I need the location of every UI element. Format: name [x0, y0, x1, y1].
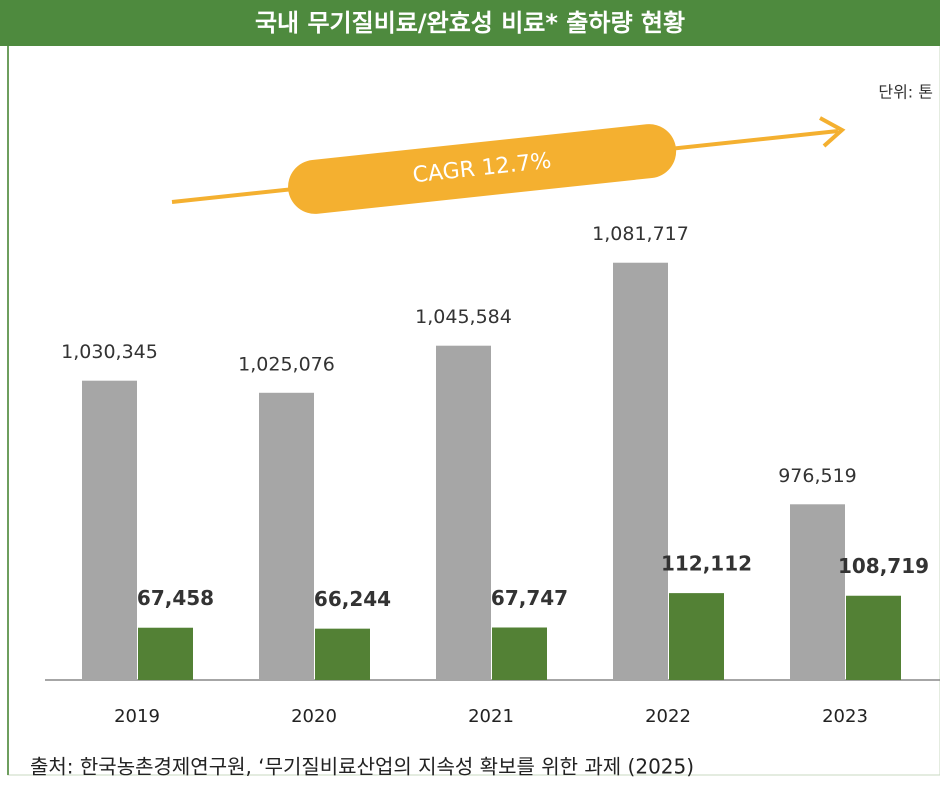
header-bar [0, 0, 940, 46]
value-label: 67,458 [137, 586, 214, 610]
value-label: 1,030,345 [61, 341, 158, 363]
value-label: 66,244 [314, 587, 391, 611]
bar [846, 595, 901, 680]
value-label: 108,719 [838, 554, 929, 578]
source: 출처: 한국농촌경제연구원, ‘무기질비료산업의 지속성 확보를 위한 과제 (… [30, 755, 694, 779]
x-tick-label: 2023 [822, 706, 868, 727]
cagr-pill: CAGR 12.7% [288, 124, 677, 214]
bar [82, 380, 137, 680]
x-tick-label: 2019 [114, 706, 160, 727]
value-label: 1,025,076 [238, 353, 335, 375]
bar [315, 628, 370, 680]
value-label: 67,747 [491, 586, 568, 610]
x-tick-label: 2022 [645, 706, 691, 727]
arrow-head [819, 116, 846, 148]
pill [288, 124, 677, 214]
value-label: 1,081,717 [592, 223, 689, 245]
unit-note: 단위: 톤 [878, 83, 933, 102]
bar [259, 392, 314, 680]
bar [436, 345, 491, 680]
value-label: 112,112 [661, 552, 752, 576]
bar [613, 262, 668, 680]
x-tick-label: 2020 [291, 706, 337, 727]
bar [669, 593, 724, 680]
chart-title: 국내 무기질비료/완효성 비료* 출하량 현황 [255, 9, 685, 37]
bar [790, 504, 845, 680]
bar [138, 627, 193, 680]
bar [492, 627, 547, 680]
x-tick-label: 2021 [468, 706, 514, 727]
value-label: 976,519 [778, 465, 857, 487]
value-label: 1,045,584 [415, 306, 512, 328]
